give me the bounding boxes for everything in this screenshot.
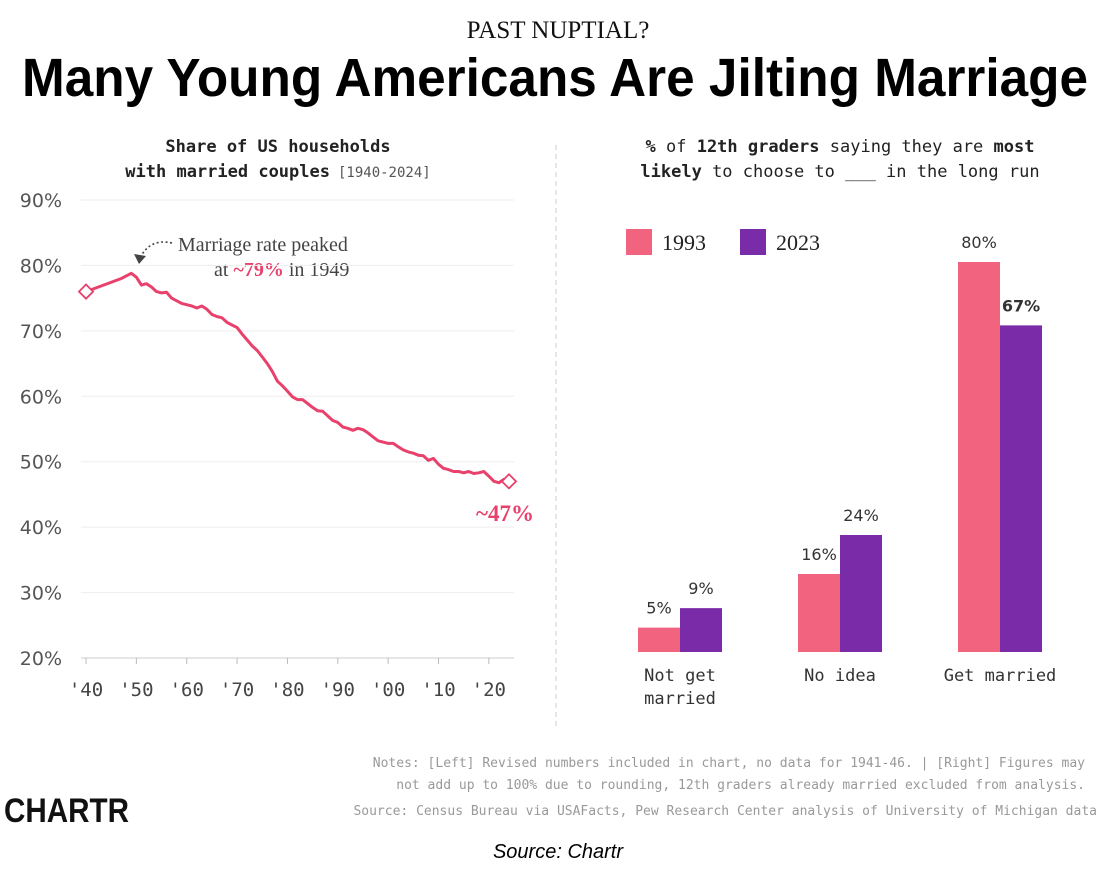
right-title-part: % [646,137,657,157]
left-title-part: with married couples [125,162,330,182]
bar [840,535,882,652]
right-title-part: saying they are [820,137,994,157]
y-tick-label: 50% [20,452,62,474]
annotation-arrowhead [134,254,146,264]
x-tick-label: '80 [270,679,304,701]
left-title: with married couples [1940-2024] [125,162,430,182]
source: Source: Census Bureau via USAFacts, Pew … [353,804,1097,819]
y-tick-label: 80% [20,255,62,277]
y-tick-label: 60% [20,386,62,408]
bar [1000,325,1042,652]
line [85,271,510,485]
left-title-range: [1940-2024] [338,165,431,181]
y-tick-label: 30% [20,583,62,605]
x-tick-label: '50 [119,679,153,701]
peak-note: Marriage rate peaked [178,234,348,256]
left-title: Share of US households [165,137,390,157]
value-label: 5% [646,599,671,618]
y-tick-label: 70% [20,321,62,343]
value-label: 24% [843,506,879,525]
end-marker [77,283,95,300]
bar [958,262,1000,652]
value-label: 16% [801,545,837,564]
x-tick-label: '60 [170,679,204,701]
right-title-part: to choose to ___ in the long run [702,162,1040,182]
right-title: likely to choose to ___ in the long run [640,162,1039,182]
peak-note-value: ~79% [233,259,283,281]
value-label: 67% [1002,296,1040,315]
x-tick-label: '10 [421,679,455,701]
legend-label: 2023 [776,230,820,255]
x-tick-label: '20 [472,679,506,701]
right-title: % of 12th graders saying they are most [646,137,1035,157]
legend-swatch [740,229,766,255]
x-tick-label: '90 [321,679,355,701]
end-label: ~47% [476,501,534,526]
annotation-arrow [139,241,173,259]
right-title-part: likely [640,162,701,182]
main-title: Many Young Americans Are Jilting Marriag… [22,48,1088,108]
note: not add up to 100% due to rounding, 12th… [396,778,1085,793]
bar [798,574,840,652]
value-label: 80% [961,233,997,252]
peak-note-part: at [214,259,233,281]
kicker: PAST NUPTIAL? [467,17,650,44]
x-tick-label: '00 [371,679,405,701]
note: Notes: [Left] Revised numbers included i… [373,756,1085,771]
x-tick-label: '70 [220,679,254,701]
peak-note: at ~79% in 1949 [214,259,349,281]
right-title-part: of [656,137,697,157]
category-label: No idea [804,666,876,686]
logo: CHARTR [4,792,129,830]
x-tick-label: '40 [69,679,103,701]
value-label: 9% [688,579,713,598]
y-tick-label: 40% [20,517,62,539]
bar [680,608,722,652]
legend-label: 1993 [662,230,706,255]
legend-swatch [626,229,652,255]
category-label: Get married [943,666,1057,686]
credit: Source: Chartr [493,841,624,863]
y-tick-label: 20% [20,648,62,670]
bar [638,627,680,652]
right-title-part: most [994,137,1035,157]
peak-note-part: in 1949 [284,259,350,281]
category-label: Not get married [644,666,716,709]
end-marker [500,472,518,490]
right-title-part: 12th graders [697,137,820,157]
y-tick-label: 90% [20,190,62,212]
